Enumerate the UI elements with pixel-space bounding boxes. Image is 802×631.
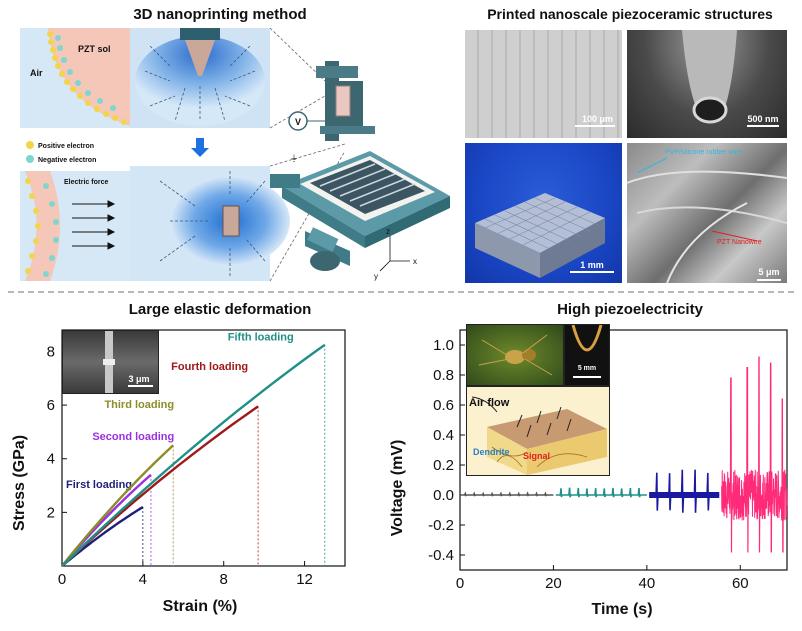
plot-frame [459,329,788,571]
stage-motor-x [270,174,300,188]
plot-frame [61,329,346,567]
syringe [335,85,351,117]
micrograph-tip: 500 nm [627,30,787,138]
negative-electron-icon [26,155,34,163]
stress-strain-chart: Stress (GPa) Strain (%) 0 4 8 12 2 4 6 8 First l… [11,329,346,615]
series-label: Fifth loading [228,332,294,344]
y-axis-label: Stress (GPa) [11,435,28,531]
y-tick-label: 1.0 [433,337,454,354]
leg-hair-inset: 5 mm [564,324,610,386]
y-tick-label: 0.8 [433,367,454,384]
series-label: Fourth loading [171,361,248,373]
y-tick-label: 0.4 [433,427,454,444]
y-tick-label: 0.0 [433,487,454,504]
micrograph-wires: PVP/silicone rubber wire PZT Nanowire 5 … [627,143,787,283]
voltage-trace [721,356,788,553]
v-label: V [295,117,301,127]
force-arrows [72,200,116,250]
pzt-sol-region [48,28,130,126]
scale-label-3: 1 mm [580,260,604,270]
x-tick-label: 12 [296,571,313,588]
spider-scale-label: 5 mm [577,365,597,372]
legend-negative: Negative electron [38,157,96,164]
air-label: Air [30,68,43,78]
voltage-time-chart: Voltage (mV) Time (s) 0 20 40 60 -0.4 -0.2 0.0… [389,329,788,618]
nanoprinting-schematic: Air PZT sol Positive electron Negative e… [20,27,450,282]
series-curve [61,505,144,567]
spider-photo-inset [466,324,564,386]
axis-y-label: y [374,272,378,281]
skin-sensor-inset: Air flow Dendrite Signal [466,386,610,476]
x-tick-label: 40 [639,575,656,592]
nozzle-body [180,28,220,40]
scale-label-1: 100 μm [581,114,614,124]
elastic-title: Large elastic deformation [128,301,312,318]
voltage-trace [555,487,647,498]
x-tick-label: 60 [732,575,749,592]
pzt-sol-label: PZT sol [78,44,111,54]
y-tick-label: 0.2 [433,457,454,474]
x-tick-label: 0 [58,571,66,588]
t-axis-label: Time (s) [591,601,652,618]
baseline-band [649,492,720,498]
series-curve [61,343,326,567]
y-tick-label: -0.4 [428,547,454,564]
positive-electron-icon [26,141,34,149]
x-tick-label: 0 [456,575,464,592]
scale-label-2: 500 nm [747,114,779,124]
series-label: Second loading [92,431,174,443]
y-tick-label: 8 [47,343,55,360]
voltage-trace [460,491,554,497]
x-tick-label: 20 [545,575,562,592]
axes-indicator [379,236,410,272]
inset-scale-label: 3 μm [128,374,150,384]
axis-z-label: z [386,227,390,236]
nozzle-tip [185,40,215,76]
down-arrow-icon [191,138,209,157]
axis-x-label: x [413,257,417,266]
y-tick-label: 2 [47,504,55,521]
stage-motor-y [310,251,340,271]
nanoprinting-title: 3D nanoprinting method [133,6,307,23]
y-tick-label: 4 [47,451,55,468]
air-flow-label: Air flow [469,397,510,409]
annot-nanowire: PZT Nanowire [717,239,762,246]
series-curve [61,444,175,567]
series-label: First loading [66,479,132,491]
section-divider [8,291,794,293]
x-tick-label: 4 [139,571,147,588]
y-tick-label: -0.2 [428,517,454,534]
scale-label-4: 5 μm [758,267,780,277]
piezo-title: High piezoelectricity [557,301,703,318]
ground-symbol: ⏚ [290,154,298,163]
x-axis-label: Strain (%) [163,598,238,615]
x-tick-label: 8 [220,571,228,588]
micrograph-lines: 100 μm [465,30,622,138]
photo-lattice-cube: 1 mm [465,143,622,283]
dendrite-label: Dendrite [473,447,510,457]
voltage-trace [649,469,720,513]
y-tick-label: 0.6 [433,397,454,414]
signal-label: Signal [523,451,551,461]
series-label: Third loading [104,399,174,411]
legend-positive: Positive electron [38,143,94,150]
printed-structures-title: Printed nanoscale piezoceramic structure… [487,6,773,22]
annot-wire: PVP/silicone rubber wire [665,149,742,156]
deposit-rod [222,205,240,237]
electric-force-label: Electric force [64,179,108,186]
v-axis-label: Voltage (mV) [389,440,406,537]
sem-inset-pillar: 3 μm [62,330,159,394]
y-tick-label: 6 [47,397,55,414]
